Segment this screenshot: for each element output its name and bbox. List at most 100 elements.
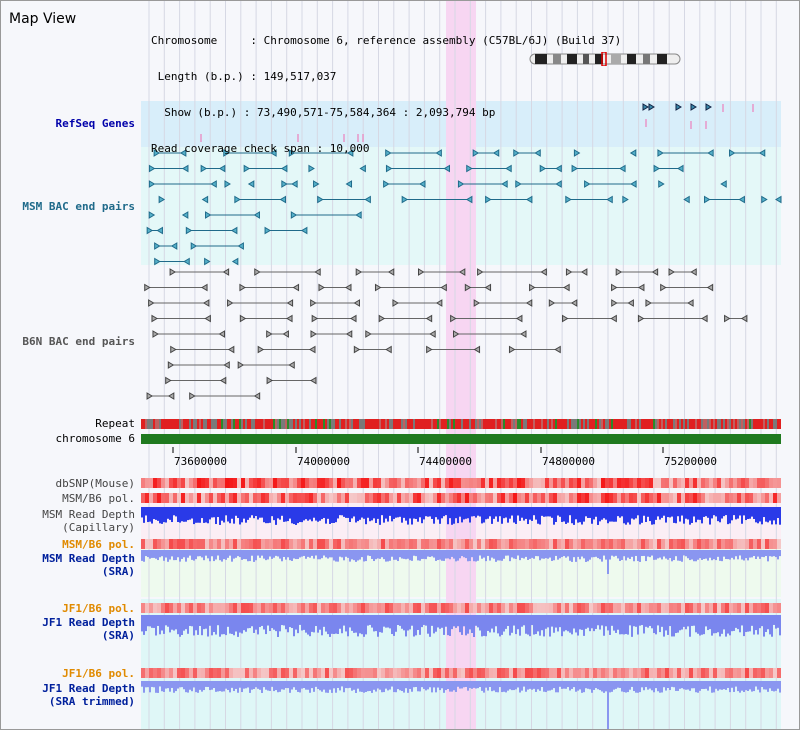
msm-b6-pol-sra-label[interactable]: MSM/B6 pol. — [62, 538, 135, 551]
jf1-b6-pol-strip — [185, 603, 189, 613]
b6n-bac-end-marker — [311, 314, 319, 323]
msm-depth-sra-bar — [503, 550, 505, 559]
repeat-segment — [725, 419, 727, 429]
jf1-b6-pol-strip — [249, 603, 253, 613]
jf1-depth-trimmed-bar — [767, 681, 769, 692]
msm-depth-sra-bar — [315, 550, 317, 556]
msm-b6-pol-sra-strip — [453, 539, 457, 549]
msm-b6-pol-strip — [193, 493, 197, 503]
msm-b6-pol-sra-strip — [169, 539, 173, 549]
jf1-depth-sra-bar — [447, 615, 449, 636]
repeat-segment — [201, 419, 203, 429]
msm-b6-pol-sra-strip — [501, 539, 505, 549]
msm-b6-pol-sra-strip — [525, 539, 529, 549]
msm-depth-capillary-bar — [143, 507, 145, 523]
jf1-depth-trimmed-bar — [203, 681, 205, 691]
jf1-depth-sra-bar — [237, 615, 239, 637]
jf1-b6-pol-trimmed-strip — [521, 668, 525, 678]
msm-b6-pol-strip — [741, 493, 745, 503]
jf1-depth-sra-bar — [563, 615, 565, 632]
msm-b6-pol-sra-strip — [505, 539, 509, 549]
jf1-depth-sra-bar — [219, 615, 221, 637]
msm-b6-pol-sra-strip — [629, 539, 633, 549]
jf1-depth-trimmed-bar — [545, 681, 547, 693]
msm-depth-capillary-bar — [327, 507, 329, 519]
msm-b6-pol-sra-strip — [461, 539, 465, 549]
jf1-depth-trimmed-label[interactable]: JF1 Read Depth (SRA trimmed) — [42, 682, 135, 708]
repeat-segment — [635, 419, 637, 429]
dbsnp-label[interactable]: dbSNP(Mouse) — [55, 477, 135, 490]
jf1-b6-pol-strip — [257, 603, 261, 613]
repeat-segment — [553, 419, 555, 429]
jf1-b6-pol-strip — [273, 603, 277, 613]
chromosome-ideogram[interactable] — [527, 52, 687, 66]
jf1-depth-trimmed-bar — [235, 681, 237, 689]
jf1-depth-sra-bar — [231, 615, 233, 634]
jf1-depth-trimmed-bar — [643, 681, 645, 691]
msm-depth-sra-bar — [635, 550, 637, 556]
jf1-depth-sra-bar — [709, 615, 711, 630]
jf1-depth-trimmed-bar — [579, 681, 581, 690]
msm-b6-pol-label[interactable]: MSM/B6 pol. — [62, 492, 135, 505]
jf1-depth-trimmed-bar — [551, 681, 553, 690]
jf1-depth-sra-bar — [605, 615, 607, 627]
msm-depth-capillary-label[interactable]: MSM Read Depth (Capillary) — [42, 508, 135, 534]
repeat-segment — [453, 419, 455, 429]
msm-depth-sra-bar — [329, 550, 331, 558]
msm-bac-end-marker — [385, 149, 392, 157]
dbsnp-strip — [361, 478, 365, 488]
msm-b6-pol-strip — [165, 493, 169, 503]
msm-depth-sra-bar — [507, 550, 509, 556]
msm-depth-capillary-bar — [391, 507, 393, 522]
dbsnp-strip — [397, 478, 401, 488]
msm-depth-sra-bar — [697, 550, 699, 560]
jf1-b6-pol-label[interactable]: JF1/B6 pol. — [62, 602, 135, 615]
jf1-b6-pol-trimmed-label[interactable]: JF1/B6 pol. — [62, 667, 135, 680]
jf1-depth-sra-bar — [383, 615, 385, 627]
msm-depth-sra-bar — [699, 550, 701, 559]
msm-b6-pol-sra-strip — [261, 539, 265, 549]
refseq-genes-label[interactable]: RefSeq Genes — [55, 117, 135, 130]
jf1-depth-trimmed-bar — [609, 681, 611, 693]
msm-b6-pol-strip — [473, 493, 477, 503]
jf1-depth-trimmed-bar — [151, 681, 153, 687]
msm-b6-pol-sra-strip — [705, 539, 709, 549]
jf1-depth-sra-label[interactable]: JF1 Read Depth (SRA) — [42, 616, 135, 642]
jf1-b6-pol-strip — [373, 603, 377, 613]
jf1-depth-trimmed-bar — [149, 681, 151, 693]
b6n-bac-end-marker — [292, 283, 300, 292]
msm-bac-label[interactable]: MSM BAC end pairs — [22, 200, 135, 213]
jf1-depth-sra-bar — [273, 615, 275, 630]
jf1-b6-pol-trimmed-strip — [209, 668, 213, 678]
msm-b6-pol-sra-strip — [393, 539, 397, 549]
msm-depth-sra-label[interactable]: MSM Read Depth (SRA) — [42, 552, 135, 578]
msm-b6-pol-sra-strip — [317, 539, 321, 549]
msm-depth-capillary-bar — [387, 507, 389, 522]
jf1-depth-sra-bar — [201, 615, 203, 636]
msm-depth-capillary-bar — [477, 507, 479, 516]
dbsnp-strip — [665, 478, 669, 488]
msm-depth-sra-bar — [285, 550, 287, 560]
jf1-depth-trimmed-bar — [435, 681, 437, 693]
msm-depth-capillary-bar — [243, 507, 245, 519]
jf1-b6-pol-strip — [349, 603, 353, 613]
msm-b6-pol-sra-strip — [257, 539, 261, 549]
dbsnp-strip — [305, 478, 309, 488]
jf1-depth-trimmed-bar — [669, 681, 671, 691]
jf1-b6-pol-trimmed-strip — [497, 668, 501, 678]
msm-depth-sra-bar — [437, 550, 439, 561]
jf1-b6-pol-strip — [477, 603, 481, 613]
jf1-b6-pol-trimmed-strip — [177, 668, 181, 678]
jf1-depth-sra-bar — [691, 615, 693, 626]
msm-b6-pol-sra-strip — [293, 539, 297, 549]
msm-depth-capillary-bar — [713, 507, 715, 516]
msm-depth-sra-bar — [575, 550, 577, 562]
jf1-depth-sra-bar — [693, 615, 695, 626]
b6n-bac-label[interactable]: B6N BAC end pairs — [22, 335, 135, 348]
jf1-depth-sra-bar — [681, 615, 683, 630]
jf1-b6-pol-strip — [193, 603, 197, 613]
msm-b6-pol-sra-strip — [761, 539, 765, 549]
jf1-depth-sra-bar — [299, 615, 301, 625]
jf1-depth-trimmed-bar — [741, 681, 743, 691]
jf1-depth-sra-bar — [499, 615, 501, 637]
